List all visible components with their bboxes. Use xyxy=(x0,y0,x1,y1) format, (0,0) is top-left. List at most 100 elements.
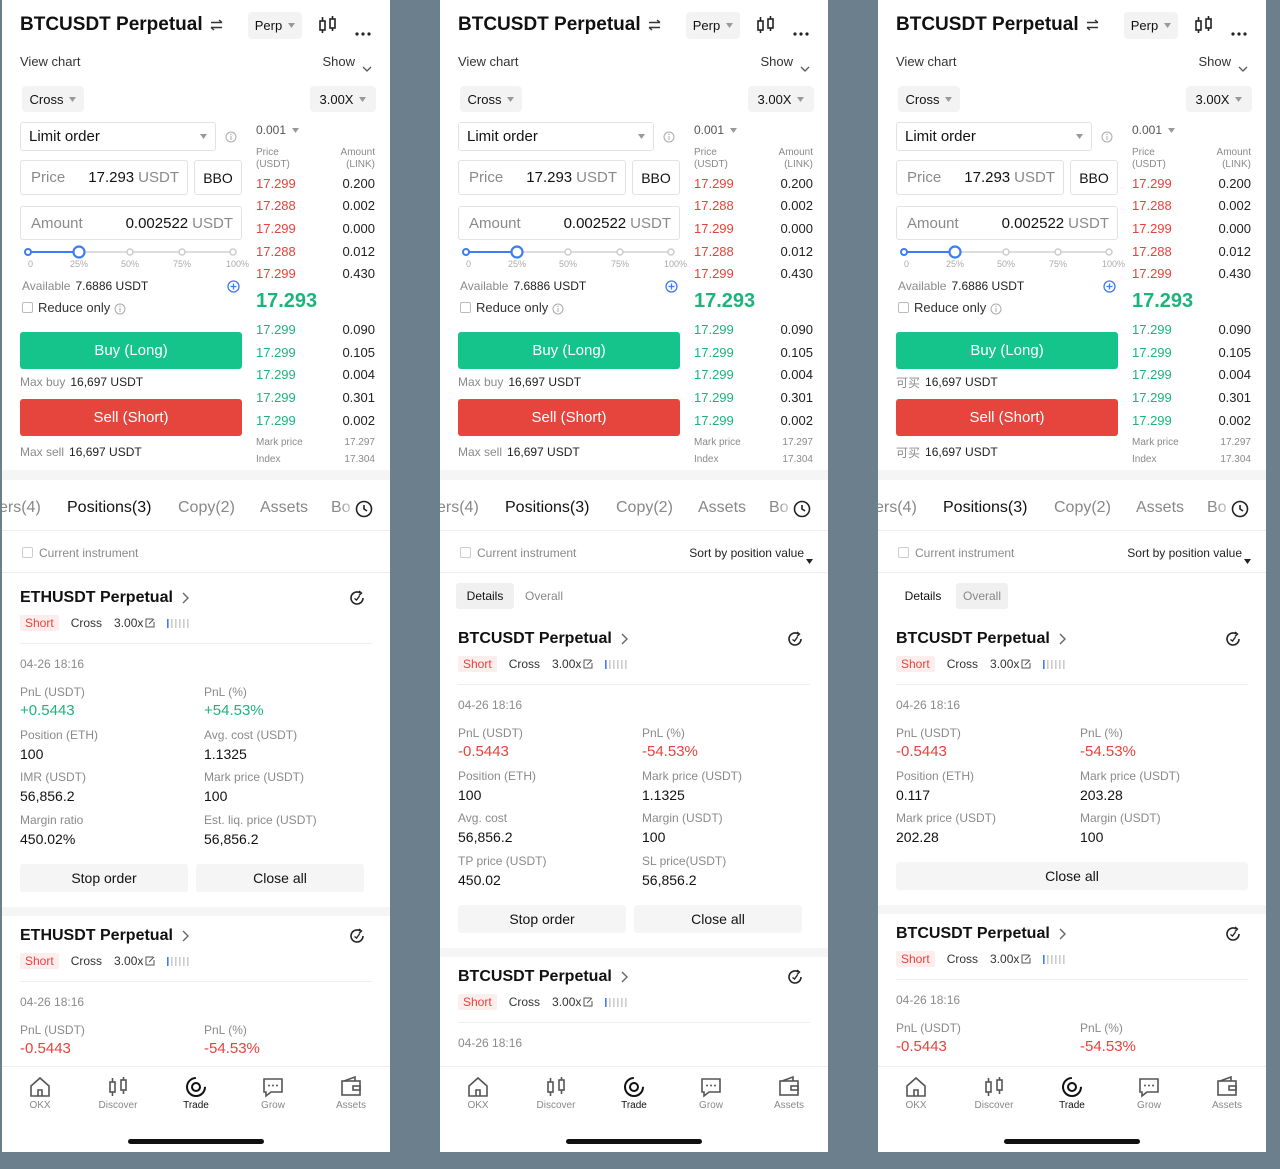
nav-item[interactable]: Trade xyxy=(604,1073,664,1117)
checkbox[interactable] xyxy=(460,302,471,313)
amount-field[interactable]: Amount 0.002522 USDT xyxy=(20,206,242,240)
edit-icon xyxy=(583,659,593,669)
position-button[interactable]: Close all xyxy=(896,862,1248,890)
nav-item[interactable]: OKX xyxy=(448,1073,508,1117)
checkbox[interactable] xyxy=(898,302,909,313)
nav-item[interactable]: Grow xyxy=(243,1073,303,1117)
chart-toggle[interactable]: Show xyxy=(760,54,793,69)
buy-button[interactable]: Buy (Long) xyxy=(20,332,242,369)
chart-toggle[interactable]: Show xyxy=(1198,54,1231,69)
price-field[interactable]: Price 17.293 USDT xyxy=(458,160,626,195)
nav-item[interactable]: OKX xyxy=(10,1073,70,1117)
tick-select[interactable]: 0.001 xyxy=(256,121,316,139)
amount-field[interactable]: Amount 0.002522 USDT xyxy=(458,206,680,240)
tab[interactable]: Positions(3) xyxy=(943,499,1028,516)
tab[interactable]: Copy(2) xyxy=(1054,499,1111,516)
type-button[interactable]: Perp xyxy=(1124,12,1178,39)
sell-button[interactable]: Sell (Short) xyxy=(458,399,680,436)
sell-button[interactable]: Sell (Short) xyxy=(896,399,1118,436)
bid-price: 17.299 xyxy=(694,322,734,337)
risk-bars xyxy=(605,659,627,669)
order-type-select[interactable]: Limit order xyxy=(20,122,216,151)
type-button[interactable]: Perp xyxy=(686,12,740,39)
tick-select[interactable]: 0.001 xyxy=(1132,121,1192,139)
order-type-select[interactable]: Limit order xyxy=(896,122,1092,151)
max-sell-value: 16,697 USDT xyxy=(69,445,142,459)
checkbox[interactable] xyxy=(898,547,909,558)
leverage-tag[interactable]: 3.00x xyxy=(990,657,1031,671)
bid-amount: 0.090 xyxy=(780,322,813,337)
nav-item[interactable]: Grow xyxy=(1119,1073,1179,1117)
max-buy-value: 16,697 USDT xyxy=(925,375,998,389)
nav-item[interactable]: Trade xyxy=(1042,1073,1102,1117)
tab[interactable]: Copy(2) xyxy=(178,499,235,516)
leverage-tag[interactable]: 3.00x xyxy=(114,954,155,968)
order-type-select[interactable]: Limit order xyxy=(458,122,654,151)
position-button[interactable]: Close all xyxy=(196,863,364,892)
checkbox[interactable] xyxy=(460,547,471,558)
tick-select[interactable]: 0.001 xyxy=(694,121,754,139)
tab[interactable]: ers(4) xyxy=(440,499,479,516)
price-unit: (USDT) xyxy=(694,159,728,170)
nav-item[interactable]: Assets xyxy=(321,1073,381,1117)
view-toggle[interactable]: Details xyxy=(456,583,514,609)
sort-select[interactable]: Sort by position value xyxy=(689,546,804,560)
tab[interactable]: Assets xyxy=(260,499,309,516)
nav-item[interactable]: Assets xyxy=(1197,1073,1257,1117)
sell-button[interactable]: Sell (Short) xyxy=(20,399,242,436)
tab[interactable]: Positions(3) xyxy=(505,499,590,516)
icon-part xyxy=(1235,96,1243,102)
margin-mode[interactable]: Cross xyxy=(22,86,84,112)
icon-part xyxy=(354,595,361,601)
bbo-button[interactable]: BBO xyxy=(194,160,242,195)
icon-part xyxy=(1063,955,1065,964)
leverage-tag[interactable]: 3.00x xyxy=(552,995,593,1009)
chart-toggle[interactable]: Show xyxy=(322,54,355,69)
buy-button[interactable]: Buy (Long) xyxy=(458,332,680,369)
view-toggle[interactable]: Overall xyxy=(524,589,563,603)
tab[interactable]: Copy(2) xyxy=(616,499,673,516)
tab[interactable]: Assets xyxy=(1136,499,1185,516)
bbo-button[interactable]: BBO xyxy=(632,160,680,195)
sort-select[interactable]: Sort by position value xyxy=(1127,546,1242,560)
leverage-select[interactable]: 3.00X xyxy=(310,86,376,112)
view-toggle[interactable]: Overall xyxy=(956,583,1008,609)
margin-mode[interactable]: Cross xyxy=(460,86,522,112)
icon-part xyxy=(352,1085,361,1091)
field-label: PnL (USDT) xyxy=(896,1021,961,1035)
checkbox[interactable] xyxy=(22,547,33,558)
margin-mode[interactable]: Cross xyxy=(898,86,960,112)
nav-item[interactable]: Assets xyxy=(759,1073,819,1117)
position-button[interactable]: Stop order xyxy=(458,904,626,933)
ask-price: 17.288 xyxy=(694,198,734,213)
position-button[interactable]: Close all xyxy=(634,904,802,933)
amount-field[interactable]: Amount 0.002522 USDT xyxy=(896,206,1118,240)
leverage-select[interactable]: 3.00X xyxy=(1186,86,1252,112)
checkbox[interactable] xyxy=(22,302,33,313)
leverage-tag[interactable]: 3.00x xyxy=(114,616,155,630)
field-label: Position (ETH) xyxy=(458,768,537,783)
tab[interactable]: ers(4) xyxy=(2,499,41,516)
nav-item[interactable]: Discover xyxy=(964,1073,1024,1117)
nav-item[interactable]: Grow xyxy=(681,1073,741,1117)
margin-tag: Cross xyxy=(70,953,103,968)
view-toggle[interactable]: Details xyxy=(904,589,942,603)
type-button[interactable]: Perp xyxy=(248,12,302,39)
nav-item[interactable]: Discover xyxy=(88,1073,148,1117)
tab[interactable]: ers(4) xyxy=(878,499,917,516)
leverage-tag[interactable]: 3.00x xyxy=(990,952,1031,966)
view-chart-label: View chart xyxy=(20,54,81,69)
price-field[interactable]: Price 17.293 USDT xyxy=(20,160,188,195)
ask-amount: 0.200 xyxy=(780,176,813,191)
leverage-select[interactable]: 3.00X xyxy=(748,86,814,112)
bbo-button[interactable]: BBO xyxy=(1070,160,1118,195)
tab[interactable]: Assets xyxy=(698,499,747,516)
position-button[interactable]: Stop order xyxy=(20,863,188,892)
price-field[interactable]: Price 17.293 USDT xyxy=(896,160,1064,195)
nav-item[interactable]: Trade xyxy=(166,1073,226,1117)
leverage-tag[interactable]: 3.00x xyxy=(552,657,593,671)
tab[interactable]: Positions(3) xyxy=(67,499,152,516)
buy-button[interactable]: Buy (Long) xyxy=(896,332,1118,369)
nav-item[interactable]: Discover xyxy=(526,1073,586,1117)
nav-item[interactable]: OKX xyxy=(886,1073,946,1117)
